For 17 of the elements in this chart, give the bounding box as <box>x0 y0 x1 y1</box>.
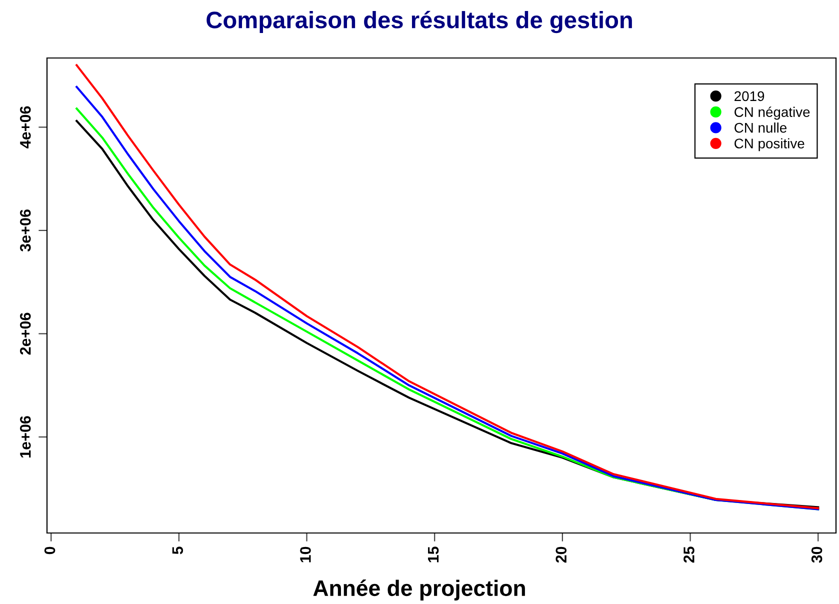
x-tick-label: 20 <box>556 546 567 563</box>
y-tick-label: 4e+06 <box>20 106 31 148</box>
x-tick-label: 10 <box>300 546 311 562</box>
x-tick-label: 0 <box>44 546 56 554</box>
legend-label: CN nulle <box>734 122 786 133</box>
x-tick-label: 5 <box>172 546 184 554</box>
legend-label: CN positive <box>734 138 804 152</box>
chart-title: Comparaison des résultats de gestion <box>206 10 632 34</box>
x-axis-title: Année de projection <box>313 580 525 600</box>
x-tick-label: 30 <box>811 546 822 563</box>
x-tick-label: 15 <box>428 546 439 562</box>
legend-label: 2019 <box>734 91 764 102</box>
y-tick-label: 3e+06 <box>20 210 31 252</box>
y-tick-label: 2e+06 <box>20 312 31 355</box>
x-tick-label: 25 <box>684 546 694 563</box>
y-tick-label: 1e+06 <box>20 416 31 458</box>
legend-label: CN négative <box>734 106 810 120</box>
